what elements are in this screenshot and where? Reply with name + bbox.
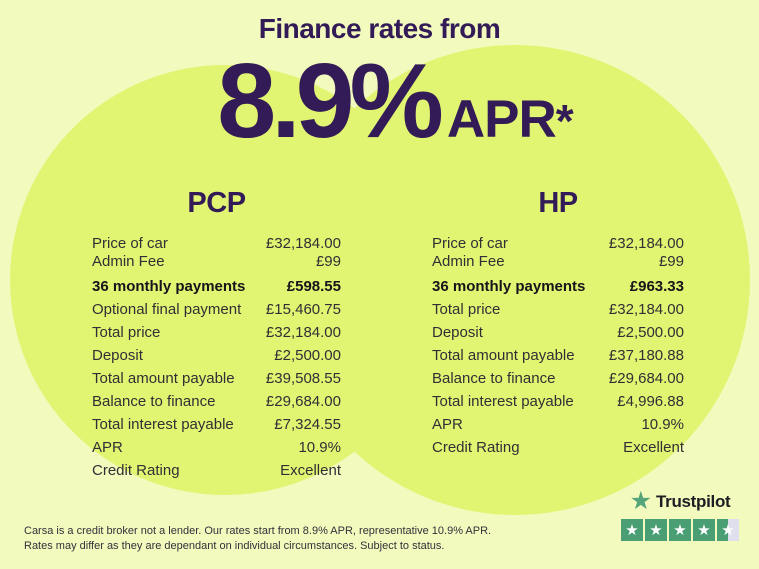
row-label: 36 monthly payments: [432, 278, 586, 295]
row-value: £32,184.00: [265, 235, 341, 252]
table-row: Total amount payable £39,508.55: [92, 370, 341, 388]
table-row: Credit Rating Excellent: [92, 462, 341, 480]
star-box-full: ★: [621, 519, 643, 541]
star-box-full: ★: [693, 519, 715, 541]
row-value: £29,684.00: [265, 393, 341, 410]
rate-value: 8.9%: [217, 42, 444, 160]
table-row: Price of car £32,184.00: [432, 235, 684, 253]
row-label: APR: [92, 439, 123, 456]
table-row: Deposit £2,500.00: [432, 324, 684, 342]
row-value: £2,500.00: [274, 347, 341, 364]
table-row: Total interest payable £4,996.88: [432, 393, 684, 411]
row-value: £99: [315, 253, 341, 270]
pcp-heading: PCP: [187, 187, 246, 219]
promo-title: Finance rates from: [258, 13, 501, 44]
star-icon: ★: [697, 521, 711, 539]
table-row: Price of car £32,184.00: [92, 235, 341, 253]
table-row: Optional final payment £15,460.75: [92, 301, 341, 319]
row-value: 10.9%: [298, 439, 341, 456]
apr-label: APR: [446, 90, 557, 149]
row-label: Admin Fee: [92, 253, 165, 270]
row-label: Total interest payable: [92, 416, 234, 433]
table-row: APR 10.9%: [432, 416, 684, 434]
row-value: £32,184.00: [608, 235, 684, 252]
row-value: £29,684.00: [608, 370, 684, 387]
row-value: £963.33: [629, 278, 684, 295]
disclaimer-line-2: Rates may differ as they are dependant o…: [24, 540, 445, 552]
row-value: £32,184.00: [265, 324, 341, 341]
row-label: Deposit: [92, 347, 143, 364]
row-label: Balance to finance: [432, 370, 556, 387]
row-label: Balance to finance: [92, 393, 216, 410]
star-icon: ★: [625, 521, 639, 539]
trustpilot-wordmark: Trustpilot: [655, 491, 731, 511]
star-icon: ★: [673, 521, 687, 539]
row-value: £39,508.55: [265, 370, 341, 387]
table-row: Credit Rating Excellent: [432, 439, 684, 457]
hp-column: HP Price of car £32,184.00 Admin Fee £99…: [432, 186, 684, 462]
row-label: Credit Rating: [432, 439, 520, 456]
star-icon: ★: [649, 521, 663, 539]
asterisk-mark: *: [555, 95, 574, 147]
row-value: £4,996.88: [617, 393, 684, 410]
trustpilot-logo: ★ Trustpilot: [617, 489, 743, 514]
row-value: £7,324.55: [274, 416, 341, 433]
table-row: Admin Fee £99: [92, 253, 341, 271]
rate-line: 8.9% APR *: [16, 48, 759, 154]
row-value: 10.9%: [641, 416, 684, 433]
row-label: Credit Rating: [92, 462, 180, 479]
row-value: £99: [658, 253, 684, 270]
row-label: APR: [432, 416, 463, 433]
table-row: Total price £32,184.00: [432, 301, 684, 319]
row-value: £2,500.00: [617, 324, 684, 341]
row-value: £15,460.75: [265, 301, 341, 318]
row-label: Total interest payable: [432, 393, 574, 410]
row-label: Deposit: [432, 324, 483, 341]
table-row: 36 monthly payments £963.33: [432, 278, 684, 296]
background-blob-right: [280, 45, 750, 515]
row-value: £37,180.88: [608, 347, 684, 364]
hp-heading: HP: [538, 187, 578, 219]
table-row: Admin Fee £99: [432, 253, 684, 271]
row-label: Total price: [92, 324, 161, 341]
row-label: Total price: [432, 301, 501, 318]
star-box-full: ★: [645, 519, 667, 541]
legal-disclaimer: Carsa is a credit broker not a lender. O…: [24, 524, 491, 554]
row-label: 36 monthly payments: [92, 278, 246, 295]
row-value: £32,184.00: [608, 301, 684, 318]
table-row: Balance to finance £29,684.00: [92, 393, 341, 411]
row-value: £598.55: [286, 278, 341, 295]
trustpilot-rating-stars: ★ ★ ★ ★ ★: [617, 519, 743, 541]
pcp-column: PCP Price of car £32,184.00 Admin Fee £9…: [92, 186, 341, 485]
star-box-half: ★: [717, 519, 739, 541]
star-box-full: ★: [669, 519, 691, 541]
row-value: Excellent: [280, 462, 341, 479]
table-row: Total amount payable £37,180.88: [432, 347, 684, 365]
table-row: Total price £32,184.00: [92, 324, 341, 342]
row-value: Excellent: [623, 439, 684, 456]
trustpilot-star-icon: ★: [629, 487, 652, 515]
table-row: APR 10.9%: [92, 439, 341, 457]
star-icon: ★: [721, 521, 735, 539]
row-label: Total amount payable: [432, 347, 575, 364]
table-row: Balance to finance £29,684.00: [432, 370, 684, 388]
row-label: Price of car: [432, 235, 508, 252]
row-label: Admin Fee: [432, 253, 505, 270]
table-row: Total interest payable £7,324.55: [92, 416, 341, 434]
table-row: 36 monthly payments £598.55: [92, 278, 341, 296]
disclaimer-line-1: Carsa is a credit broker not a lender. O…: [24, 525, 492, 537]
table-row: Deposit £2,500.00: [92, 347, 341, 365]
row-label: Total amount payable: [92, 370, 235, 387]
trustpilot-link[interactable]: ★ Trustpilot ★ ★ ★ ★ ★: [617, 489, 743, 541]
row-label: Price of car: [92, 235, 168, 252]
row-label: Optional final payment: [92, 301, 242, 318]
